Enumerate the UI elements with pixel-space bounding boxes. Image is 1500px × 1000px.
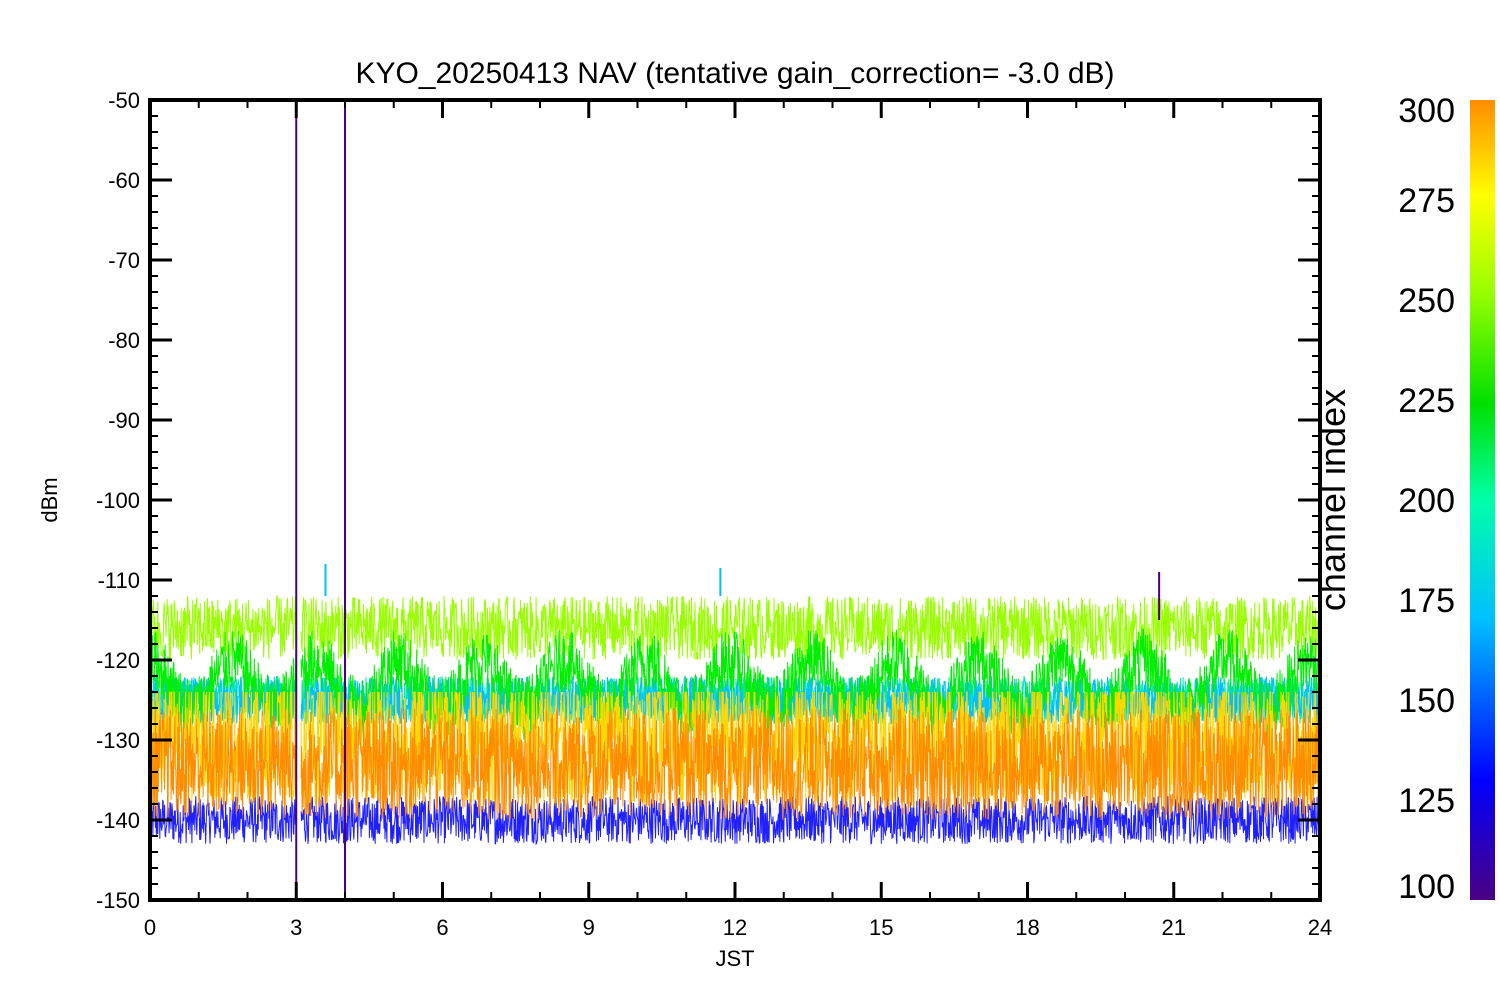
colorbar-tick-label: 100: [1398, 868, 1455, 906]
y-tick-label: -50: [108, 88, 140, 113]
x-tick-label: 6: [436, 915, 448, 940]
series-line-ch290: [150, 707, 1320, 821]
colorbar-tick-label: 275: [1398, 182, 1455, 220]
colorbar-tick-label: 200: [1398, 482, 1455, 520]
colorbar: [1470, 100, 1495, 900]
colorbar-ticks: 300 275 250 225 200 175 150 125 100: [1398, 92, 1455, 906]
colorbar-tick-label: 175: [1398, 582, 1455, 620]
colorbar-tick-label: 300: [1398, 92, 1455, 130]
chart-title: KYO_20250413 NAV (tentative gain_correct…: [355, 57, 1114, 90]
x-tick-label: 18: [1015, 915, 1039, 940]
x-tick-label: 0: [144, 915, 156, 940]
x-tick-label: 15: [869, 915, 893, 940]
colorbar-label: channel index: [1312, 389, 1353, 611]
x-tick-label: 3: [290, 915, 302, 940]
y-tick-label: -140: [96, 808, 140, 833]
colorbar-tick-label: 125: [1398, 782, 1455, 820]
axis-ticks: 0 3 6 9 12 15 18 21 24 -50 -60 -70 -80 -90 -100 -110 -12…: [96, 88, 1332, 940]
colorbar-tick-label: 225: [1398, 382, 1455, 420]
x-tick-label: 9: [583, 915, 595, 940]
y-tick-label: -130: [96, 728, 140, 753]
y-tick-label: -90: [108, 408, 140, 433]
plot-area: [150, 100, 1320, 900]
y-tick-label: -70: [108, 248, 140, 273]
colorbar-tick-label: 250: [1398, 282, 1455, 320]
x-tick-label: 21: [1162, 915, 1186, 940]
y-tick-label: -150: [96, 888, 140, 913]
y-tick-label: -120: [96, 648, 140, 673]
y-tick-label: -110: [98, 568, 140, 593]
y-tick-label: -60: [108, 168, 140, 193]
x-tick-label: 12: [723, 915, 747, 940]
colorbar-tick-label: 150: [1398, 682, 1455, 720]
y-tick-label: -100: [96, 488, 140, 513]
x-tick-label: 24: [1308, 915, 1332, 940]
y-tick-label: -80: [108, 328, 140, 353]
y-axis-label: dBm: [37, 477, 62, 522]
x-axis-label: JST: [715, 946, 754, 971]
